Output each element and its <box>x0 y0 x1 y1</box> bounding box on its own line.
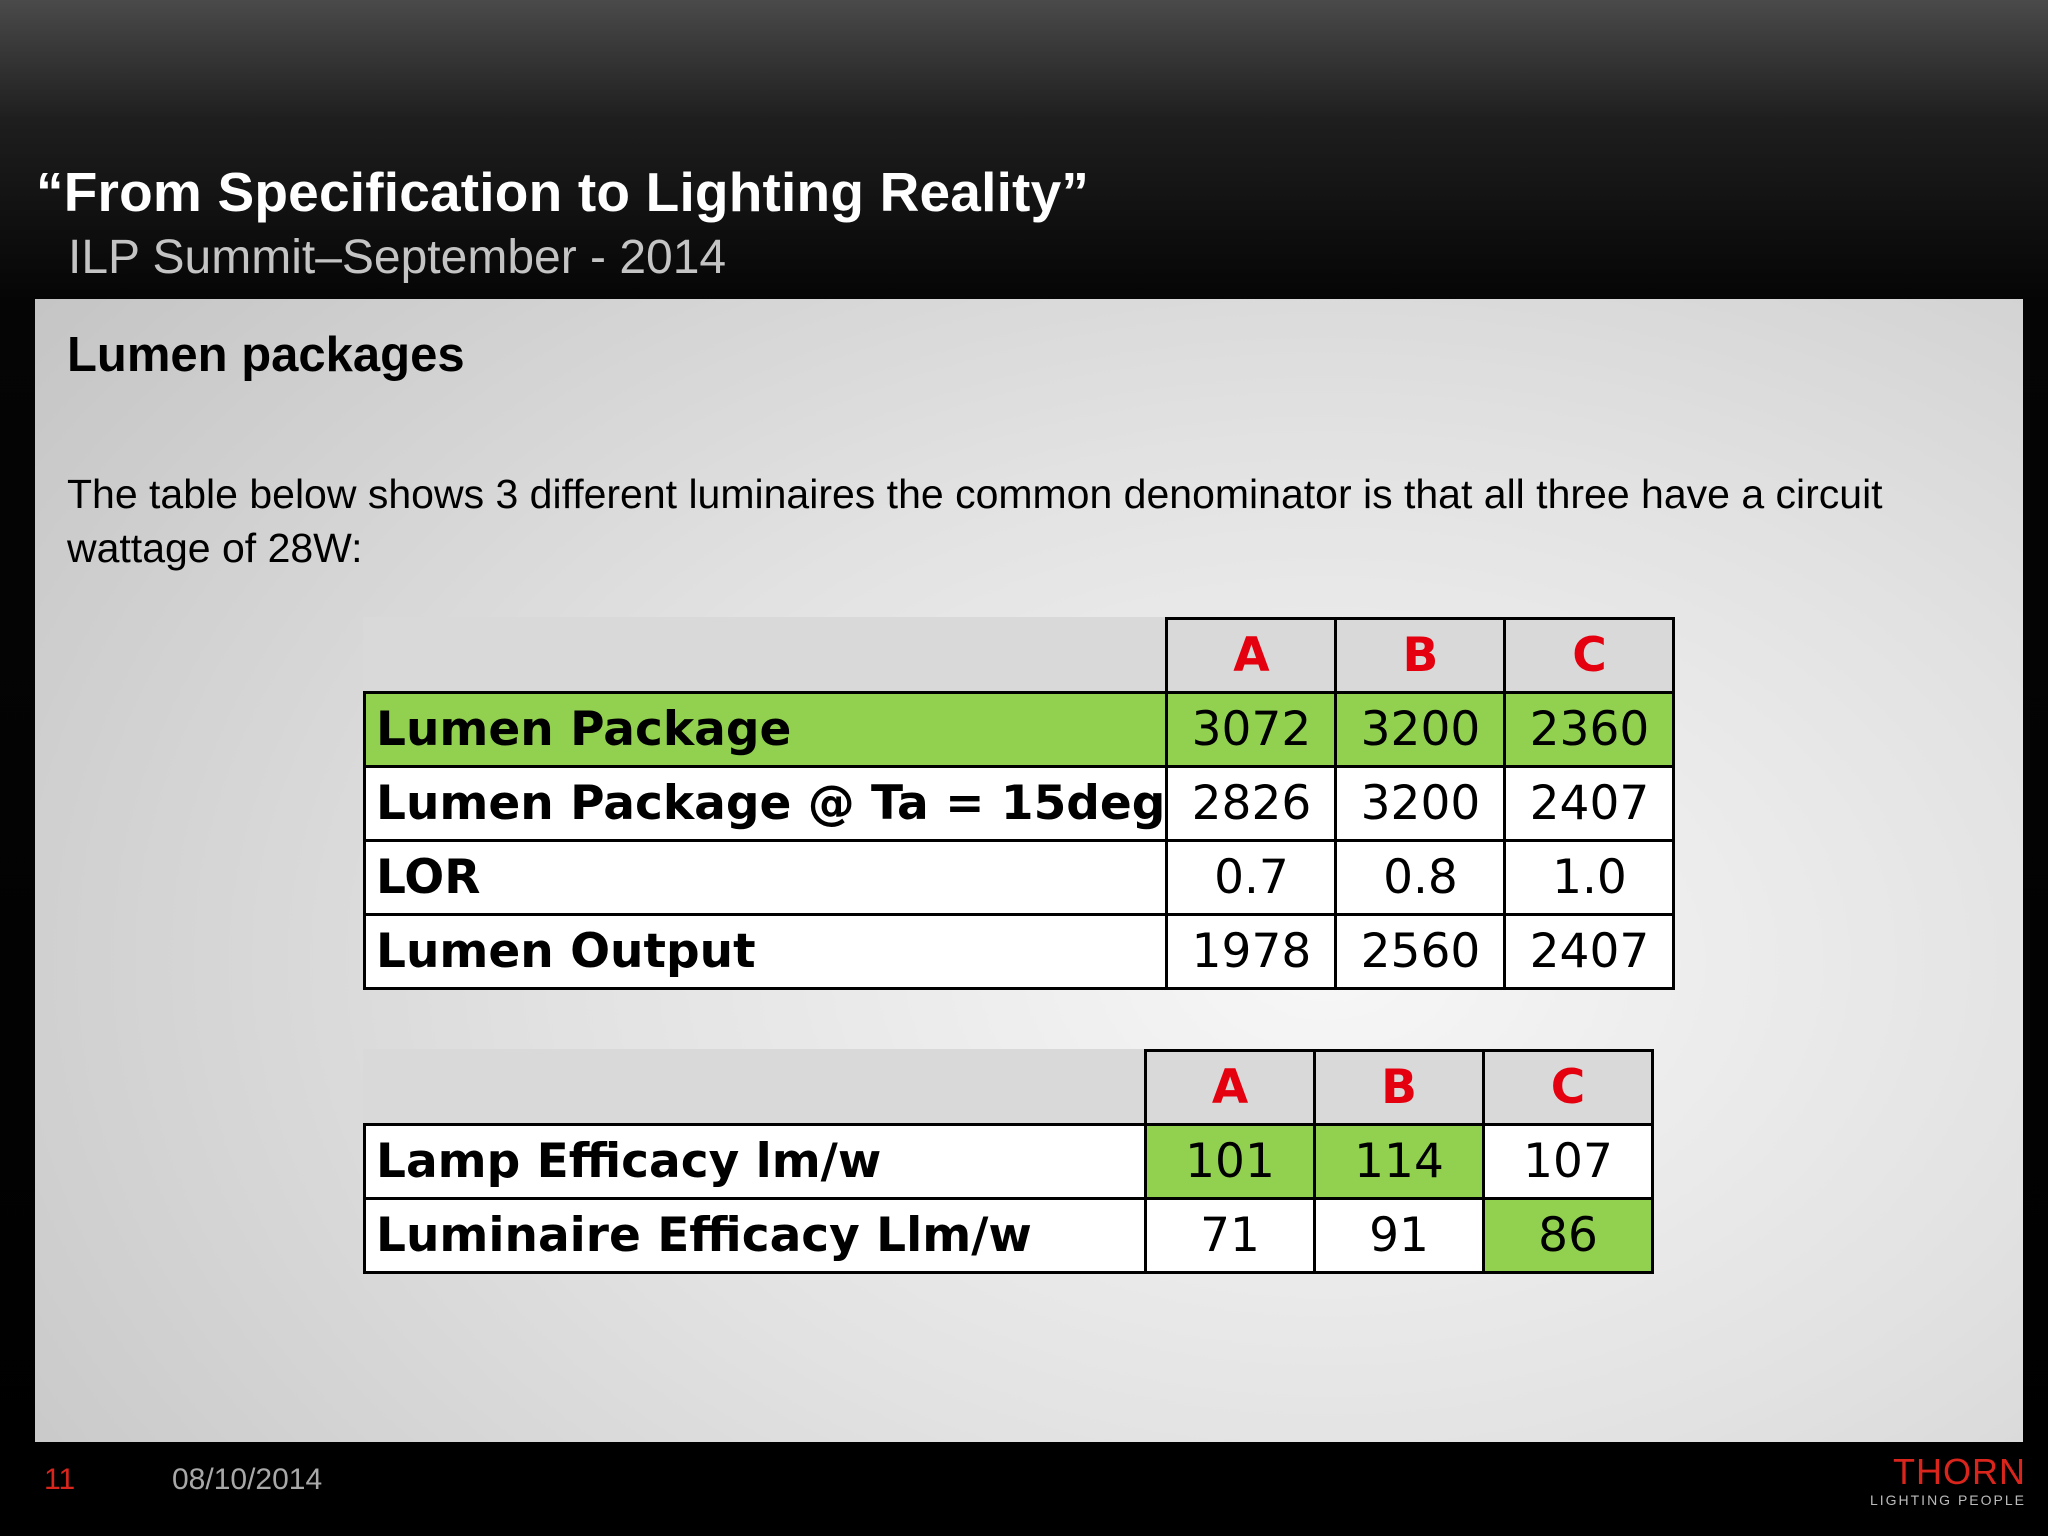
table-cell: 2407 <box>1503 765 1676 842</box>
table-cell: 86 <box>1482 1197 1654 1274</box>
column-header-c: C <box>1503 617 1676 694</box>
table-row-lumen-package: Lumen Package 3072 3200 2360 <box>362 691 1676 768</box>
table-cell: 2360 <box>1503 691 1676 768</box>
table-cell: 71 <box>1144 1197 1316 1274</box>
content-heading: Lumen packages <box>67 328 465 382</box>
row-label: Lumen Package @ Ta = 15deg <box>362 765 1169 842</box>
header-blank-cell <box>363 1049 1147 1126</box>
table-cell: 114 <box>1313 1123 1485 1200</box>
efficacy-table: A B C Lamp Efficacy lm/w 101 114 107 Lum… <box>363 1049 1654 1274</box>
logo-wordmark: THORN <box>1893 1451 2026 1492</box>
table-header-row: A B C <box>363 1049 1654 1126</box>
table-row-lor: LOR 0.7 0.8 1.0 <box>362 839 1676 916</box>
table-cell: 0.8 <box>1334 839 1507 916</box>
slide-header-title: “From Specification to Lighting Reality” <box>36 161 1090 223</box>
table-cell: 0.7 <box>1165 839 1338 916</box>
intro-text: The table below shows 3 different lumina… <box>67 471 1883 571</box>
table-row-luminaire-efficacy: Luminaire Efficacy Llm/w 71 91 86 <box>363 1197 1654 1274</box>
table-row-lumen-output: Lumen Output 1978 2560 2407 <box>362 913 1676 990</box>
row-label: LOR <box>362 839 1169 916</box>
lumen-package-table: A B C Lumen Package 3072 3200 2360 Lumen… <box>362 617 1676 990</box>
column-header-b: B <box>1313 1049 1485 1126</box>
table-cell: 3200 <box>1334 765 1507 842</box>
column-header-c: C <box>1482 1049 1654 1126</box>
table-cell: 101 <box>1144 1123 1316 1200</box>
logo-tagline: LIGHTING PEOPLE <box>1869 1492 2026 1508</box>
table-row-lamp-efficacy: Lamp Efficacy lm/w 101 114 107 <box>363 1123 1654 1200</box>
table-cell: 91 <box>1313 1197 1485 1274</box>
header-blank-cell <box>362 617 1169 694</box>
column-header-a: A <box>1165 617 1338 694</box>
row-label: Lumen Package <box>362 691 1169 768</box>
table-header-row: A B C <box>362 617 1676 694</box>
row-label: Lamp Efficacy lm/w <box>363 1123 1147 1200</box>
content-panel: Lumen packages The table below shows 3 d… <box>35 299 2023 1442</box>
table-row-lumen-package-ta: Lumen Package @ Ta = 15deg 2826 3200 240… <box>362 765 1676 842</box>
table-cell: 1978 <box>1165 913 1338 990</box>
row-label: Lumen Output <box>362 913 1169 990</box>
table-cell: 3200 <box>1334 691 1507 768</box>
table-cell: 3072 <box>1165 691 1338 768</box>
column-header-b: B <box>1334 617 1507 694</box>
table-cell: 1.0 <box>1503 839 1676 916</box>
footer-date: 08/10/2014 <box>172 1463 323 1496</box>
table-cell: 2826 <box>1165 765 1338 842</box>
table-cell: 2560 <box>1334 913 1507 990</box>
column-header-a: A <box>1144 1049 1316 1126</box>
row-label: Luminaire Efficacy Llm/w <box>363 1197 1147 1274</box>
thorn-logo: THORN LIGHTING PEOPLE <box>1869 1451 2026 1509</box>
table-cell: 2407 <box>1503 913 1676 990</box>
page-number: 11 <box>44 1463 76 1496</box>
slide-header-subtitle: ILP Summit–September - 2014 <box>68 231 727 284</box>
table-cell: 107 <box>1482 1123 1654 1200</box>
